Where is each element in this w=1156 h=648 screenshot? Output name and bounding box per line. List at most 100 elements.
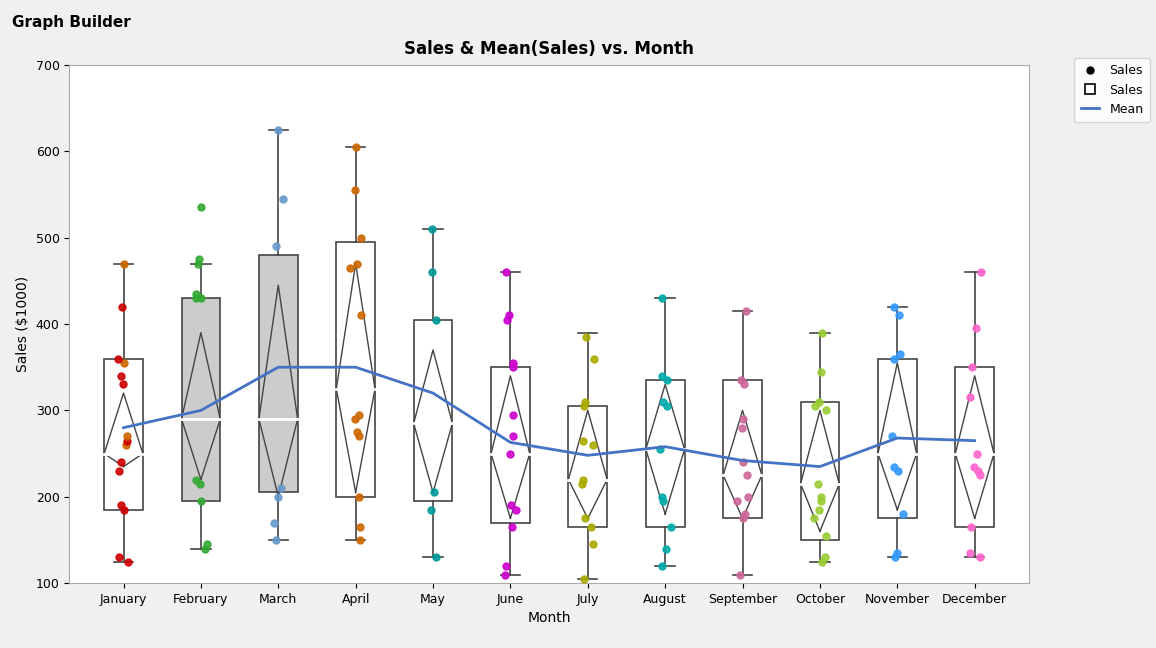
Point bbox=[807, 401, 825, 411]
Point bbox=[815, 479, 833, 489]
Point bbox=[581, 474, 600, 485]
Point bbox=[117, 557, 135, 567]
Point bbox=[807, 557, 825, 567]
Point bbox=[970, 448, 988, 459]
FancyBboxPatch shape bbox=[877, 358, 917, 518]
Point bbox=[653, 371, 672, 381]
Point bbox=[809, 327, 828, 338]
Point bbox=[892, 548, 911, 558]
Point bbox=[425, 552, 444, 562]
Point bbox=[584, 353, 602, 364]
Point bbox=[341, 535, 360, 545]
Point bbox=[806, 492, 824, 502]
Point bbox=[193, 544, 212, 554]
Point bbox=[650, 375, 668, 386]
Point bbox=[346, 259, 364, 269]
FancyBboxPatch shape bbox=[724, 380, 762, 518]
Point bbox=[274, 492, 292, 502]
Point bbox=[810, 531, 829, 541]
Point bbox=[883, 310, 902, 321]
Point bbox=[195, 539, 214, 550]
Point bbox=[351, 522, 370, 532]
Point bbox=[497, 410, 516, 420]
Point bbox=[969, 461, 987, 472]
Point bbox=[192, 479, 210, 489]
Point bbox=[349, 410, 368, 420]
Point bbox=[575, 539, 593, 550]
Point bbox=[964, 392, 983, 402]
Point bbox=[119, 440, 138, 450]
Point bbox=[727, 306, 746, 316]
Point bbox=[735, 457, 754, 467]
Point bbox=[350, 431, 369, 441]
Point bbox=[894, 552, 912, 562]
Point bbox=[271, 483, 289, 493]
Point bbox=[962, 362, 980, 373]
Point bbox=[120, 431, 139, 441]
Point bbox=[968, 466, 986, 476]
Point bbox=[428, 224, 446, 234]
Point bbox=[421, 487, 439, 498]
Title: Sales & Mean(Sales) vs. Month: Sales & Mean(Sales) vs. Month bbox=[405, 40, 694, 58]
Point bbox=[653, 444, 672, 454]
Point bbox=[344, 492, 363, 502]
Point bbox=[351, 185, 370, 195]
X-axis label: Month: Month bbox=[527, 612, 571, 625]
Point bbox=[966, 522, 985, 532]
Point bbox=[738, 492, 756, 502]
Point bbox=[264, 518, 282, 528]
Point bbox=[197, 496, 215, 506]
Point bbox=[430, 314, 449, 325]
Point bbox=[113, 353, 132, 364]
Point bbox=[498, 448, 517, 459]
Point bbox=[499, 314, 518, 325]
Point bbox=[585, 332, 603, 342]
Point bbox=[114, 505, 133, 515]
Point bbox=[110, 259, 128, 269]
Point bbox=[112, 301, 131, 312]
Point bbox=[892, 301, 911, 312]
FancyBboxPatch shape bbox=[955, 367, 994, 527]
Point bbox=[814, 552, 832, 562]
Point bbox=[729, 496, 748, 506]
Legend: Sales, Sales, Mean: Sales, Sales, Mean bbox=[1074, 58, 1150, 122]
Point bbox=[805, 513, 823, 524]
Point bbox=[738, 422, 756, 433]
Point bbox=[892, 431, 911, 441]
Point bbox=[734, 513, 753, 524]
Point bbox=[652, 401, 670, 411]
Point bbox=[573, 573, 592, 584]
Point bbox=[888, 466, 906, 476]
Point bbox=[962, 267, 980, 277]
Point bbox=[271, 124, 289, 135]
Point bbox=[504, 522, 523, 532]
Point bbox=[736, 414, 755, 424]
Point bbox=[577, 479, 595, 489]
Point bbox=[581, 435, 600, 446]
FancyBboxPatch shape bbox=[569, 406, 607, 527]
FancyBboxPatch shape bbox=[259, 255, 297, 492]
Point bbox=[503, 561, 521, 571]
Point bbox=[650, 293, 668, 303]
Point bbox=[112, 435, 131, 446]
Point bbox=[341, 233, 360, 243]
FancyBboxPatch shape bbox=[104, 358, 143, 510]
Point bbox=[651, 544, 669, 554]
Point bbox=[343, 142, 362, 152]
Point bbox=[190, 474, 208, 485]
Point bbox=[573, 401, 592, 411]
Point bbox=[883, 353, 902, 364]
Point bbox=[272, 241, 290, 251]
Point bbox=[576, 513, 594, 524]
Point bbox=[813, 366, 831, 376]
Point bbox=[114, 457, 133, 467]
Point bbox=[735, 379, 754, 389]
Point bbox=[661, 522, 680, 532]
Point bbox=[962, 548, 980, 558]
FancyBboxPatch shape bbox=[491, 367, 529, 523]
Point bbox=[273, 194, 291, 204]
Point bbox=[732, 375, 750, 386]
FancyBboxPatch shape bbox=[181, 298, 221, 501]
Point bbox=[420, 505, 438, 515]
Point bbox=[506, 362, 525, 373]
